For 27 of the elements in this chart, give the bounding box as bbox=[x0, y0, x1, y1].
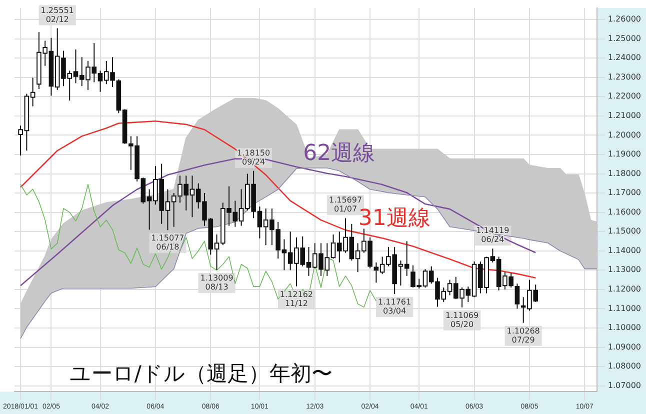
series-label: 62週線 bbox=[303, 141, 376, 166]
y-tick-label: 1.16000 bbox=[608, 207, 642, 216]
annotation: 1.13009 08/13 bbox=[200, 274, 234, 292]
y-tick-label: 1.24000 bbox=[608, 53, 642, 62]
y-tick-label: 1.09000 bbox=[608, 342, 642, 352]
y-tick-label: 1.26000 bbox=[608, 14, 642, 24]
y-tick-label: 1.07000 bbox=[608, 380, 642, 390]
y-tick-label: 1.23000 bbox=[608, 72, 642, 82]
y-tick-label: 1.13000 bbox=[608, 265, 642, 274]
y-tick-label: 1.21000 bbox=[608, 111, 642, 120]
annotation: 1.11761 03/04 bbox=[378, 298, 412, 316]
text: ユーロ/ドル（週足）年初〜 bbox=[69, 362, 333, 386]
annotation: 1.10268 07/29 bbox=[506, 326, 540, 344]
annotation: 1.25551 02/12 bbox=[40, 6, 74, 24]
y-tick-label: 1.12000 bbox=[608, 284, 642, 294]
y-tick-label: 1.22000 bbox=[608, 92, 642, 101]
y-tick-label: 1.14000 bbox=[608, 246, 642, 255]
y-tick-label: 1.17000 bbox=[608, 188, 642, 198]
annotation: 1.11069 05/20 bbox=[445, 310, 479, 329]
y-tick-label: 1.15000 bbox=[608, 226, 642, 236]
y-tick-label: 1.19000 bbox=[608, 150, 642, 159]
y-tick-label: 1.20000 bbox=[608, 130, 642, 140]
y-tick-label: 1.18000 bbox=[608, 168, 642, 178]
y-tick-label: 1.08000 bbox=[608, 362, 642, 371]
y-tick-label: 1.11000 bbox=[608, 304, 642, 313]
y-tick-label: 1.10000 bbox=[608, 323, 642, 332]
y-tick-label: 1.25000 bbox=[608, 34, 642, 43]
